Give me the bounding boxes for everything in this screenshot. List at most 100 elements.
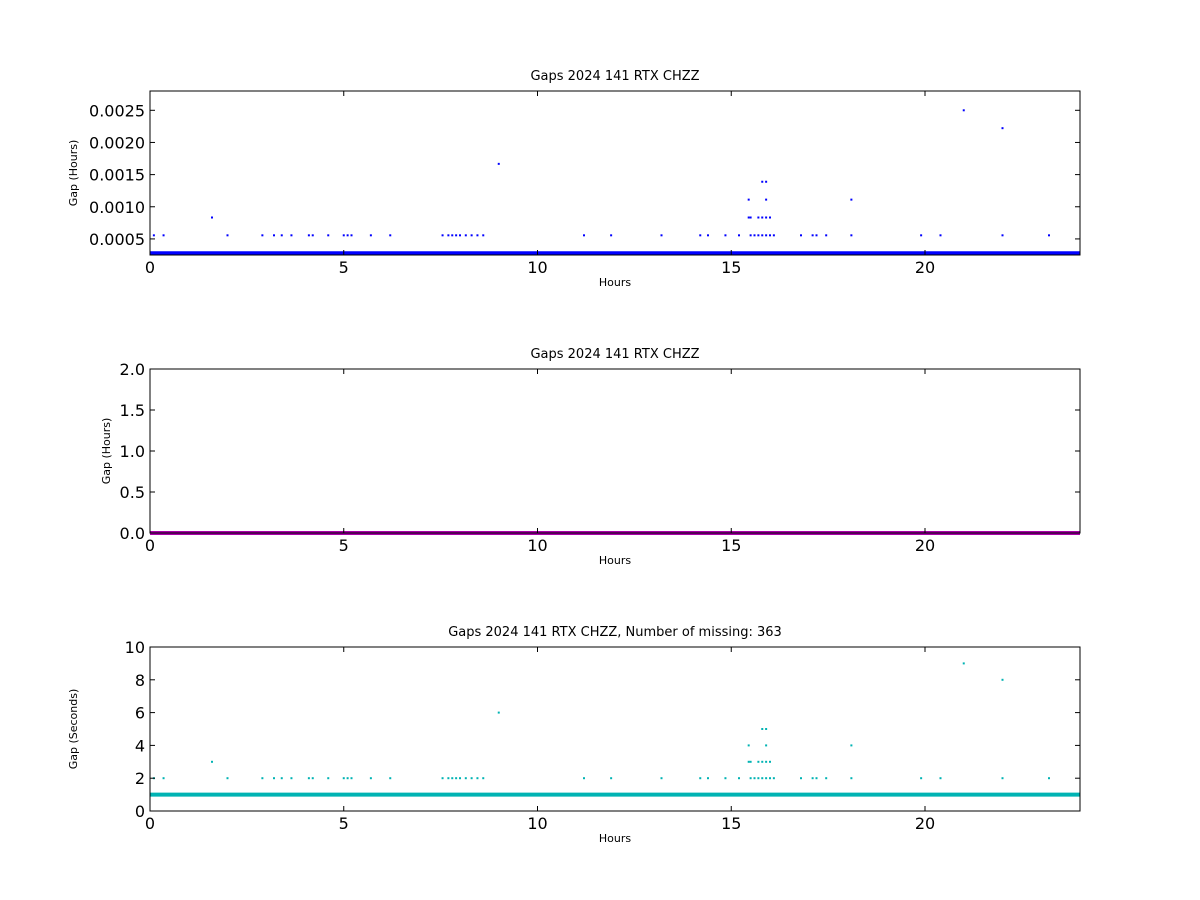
data-point [610,234,613,237]
data-point [747,744,750,747]
plot-area [150,91,1080,255]
data-point [346,234,349,237]
y-tick-label: 0.0005 [89,230,145,249]
data-point [1048,234,1050,237]
data-point [772,777,775,780]
data-point [757,234,760,237]
data-point [769,234,771,237]
chart-title: Gaps 2024 141 RTX CHZZ [530,69,699,84]
data-point [850,777,853,780]
y-tick-label: 10 [125,638,145,657]
data-point [455,234,458,237]
y-tick-label: 4 [135,736,145,755]
data-point [825,777,828,780]
data-point [497,711,500,714]
data-point [765,744,768,747]
data-point [261,234,264,237]
axes-frame [149,90,1081,256]
data-point [389,234,392,237]
data-point [753,234,756,237]
chart-title: Gaps 2024 141 RTX CHZZ [530,347,699,362]
data-point [850,198,853,201]
chart-panel-3: 0 5 10 15 20 0 2 4 6 8 10 Gaps 2024 141 RTX CHZZ, N… [67,625,1081,845]
data-point [1001,234,1004,237]
x-tick-label: 0 [145,814,155,833]
data-point [1048,777,1050,780]
y-tick-label: 0.0 [120,524,145,543]
data-point [226,234,229,237]
y-tick-label: 8 [135,671,145,690]
data-point [476,234,479,237]
x-tick-label: 15 [721,258,741,277]
data-point [261,777,264,780]
data-point [699,234,702,237]
data-point [772,234,775,237]
data-point [920,234,923,237]
data-point [476,777,479,780]
data-point [451,777,454,780]
data-point [747,760,750,763]
data-point [290,777,293,780]
data-point [811,234,814,237]
data-point [369,234,372,237]
x-tick-label: 20 [915,536,935,555]
data-point [162,234,165,237]
data-point [660,777,663,780]
data-point [459,777,461,780]
data-point [464,234,467,237]
data-point [451,234,454,237]
x-tick-label: 5 [339,536,349,555]
data-point [1001,127,1004,130]
x-tick-label: 0 [145,536,155,555]
x-tick-label: 15 [721,536,741,555]
data-point [273,777,275,780]
data-point [459,234,461,237]
data-point [939,234,942,237]
data-point [273,234,275,237]
data-point [441,234,444,237]
data-point [482,234,485,237]
data-point [447,777,450,780]
data-point [660,234,663,237]
x-tick-label: 15 [721,814,741,833]
data-point [350,777,353,780]
x-axis-label: Hours [599,554,631,567]
x-tick-label: 20 [915,258,935,277]
data-point [757,777,760,780]
data-point [707,234,709,237]
data-point [350,234,353,237]
data-point [1001,777,1004,780]
data-points [152,109,1050,237]
x-axis-label: Hours [599,832,631,845]
data-point [761,777,764,780]
data-point [761,760,764,763]
x-tick-label: 0 [145,258,155,277]
data-point [962,109,965,112]
data-point [707,777,709,780]
data-point [765,198,768,201]
y-axis-label: Gap (Hours) [67,140,80,207]
data-point [464,777,467,780]
data-point [482,777,485,780]
plot-area [150,647,1080,811]
data-point [761,216,764,219]
data-point [757,760,760,763]
y-tick-label: 0 [135,802,145,821]
y-tick-label: 0.0025 [89,101,145,120]
data-point [211,760,213,763]
y-tick-label: 0.5 [120,483,145,502]
y-tick-label: 2 [135,769,145,788]
data-point [825,234,828,237]
data-point [226,777,229,780]
data-point [280,234,283,237]
y-tick-label: 1.0 [120,442,145,461]
data-point [369,777,372,780]
data-point [738,234,740,237]
data-point [311,777,314,780]
data-point [753,777,756,780]
y-axis-label: Gap (Seconds) [67,689,80,770]
data-point [761,234,764,237]
data-point [811,777,814,780]
data-point [311,234,314,237]
